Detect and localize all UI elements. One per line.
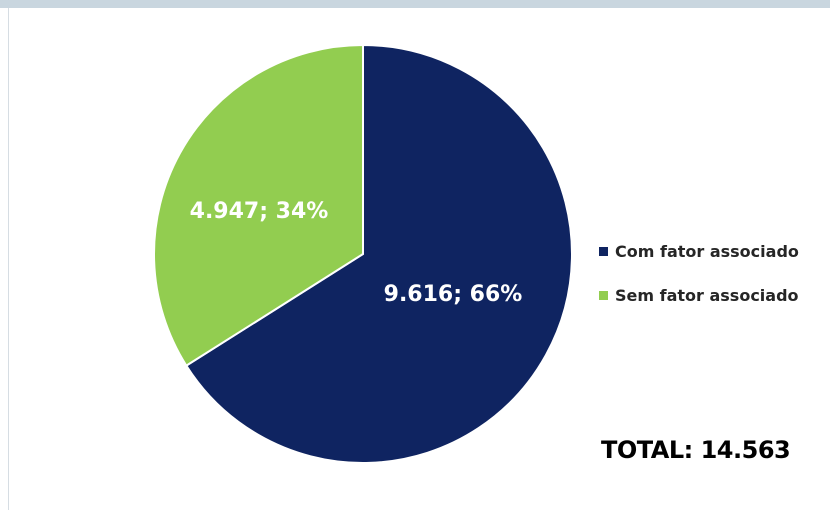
legend-item-com-fator: Com fator associado (599, 240, 799, 262)
total-label: TOTAL: 14.563 (601, 436, 791, 464)
pie-slice-com-fator (184, 43, 573, 464)
chart-area: 9.616; 66% 4.947; 34% Com fator associado… (8, 8, 830, 510)
legend-label-sem-fator: Sem fator associado (615, 285, 799, 305)
pie-chart: 9.616; 66% 4.947; 34% (153, 43, 573, 464)
legend-item-sem-fator: Sem fator associado (599, 284, 799, 306)
legend-label-com-fator: Com fator associado (615, 241, 799, 261)
legend: Com fator associado Sem fator associado (599, 240, 799, 328)
top-band (0, 0, 830, 8)
legend-swatch-com-fator (599, 246, 608, 256)
pie-slice-sem-fator (153, 43, 364, 368)
data-label-sem-fator: 4.947; 34% (190, 199, 329, 224)
legend-swatch-sem-fator (599, 290, 608, 300)
data-label-com-fator: 9.616; 66% (384, 282, 523, 307)
